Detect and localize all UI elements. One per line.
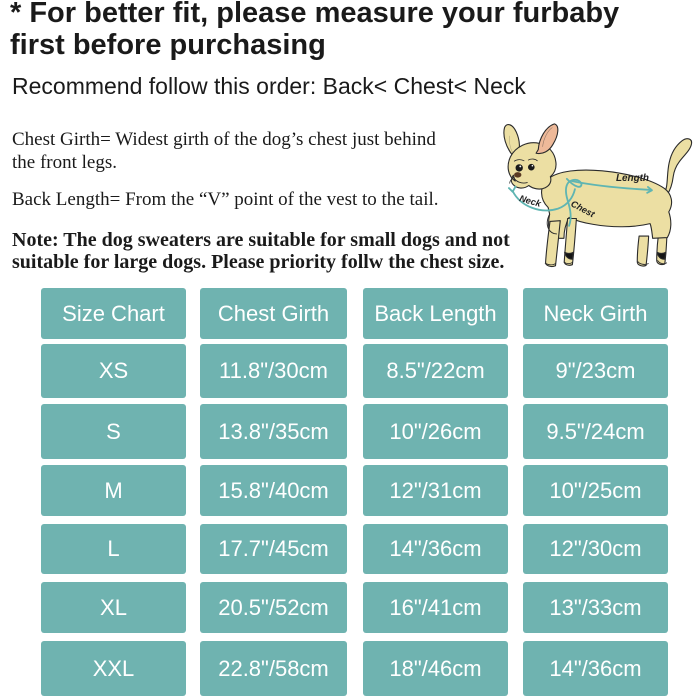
- svg-text:Length: Length: [616, 173, 649, 184]
